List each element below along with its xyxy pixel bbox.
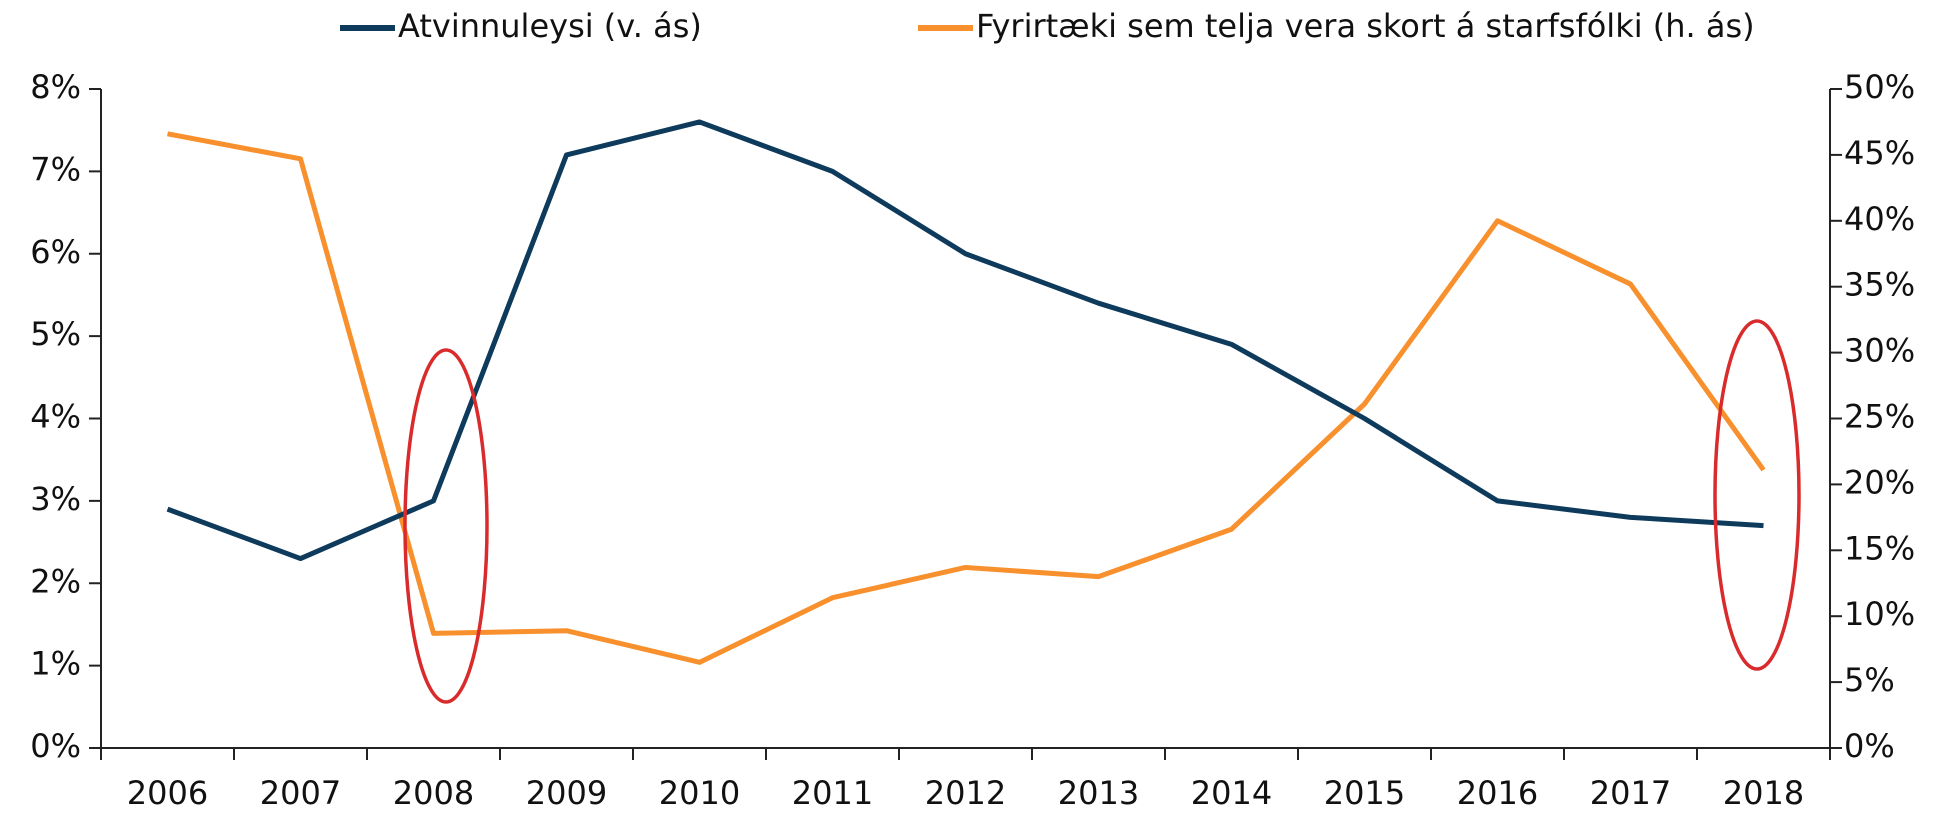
x-tick-label: 2016: [1457, 774, 1538, 812]
y-tick-label: 5%: [30, 315, 81, 353]
highlight-ellipse: [403, 348, 489, 704]
y2-tick-label: 15%: [1844, 529, 1915, 567]
x-tick-label: 2006: [127, 774, 208, 812]
legend-label: Atvinnuleysi (v. ás): [398, 7, 702, 45]
x-tick-label: 2009: [526, 774, 607, 812]
y2-tick-label: 20%: [1844, 463, 1915, 501]
y2-tick-label: 40%: [1844, 200, 1915, 238]
y-tick-label: 4%: [30, 398, 81, 436]
x-tick-label: 2013: [1058, 774, 1139, 812]
y2-tick-label: 0%: [1844, 727, 1895, 765]
y-tick-label: 8%: [30, 68, 81, 106]
legend-label: Fyrirtæki sem telja vera skort á starfsf…: [976, 7, 1755, 45]
y-tick-label: 0%: [30, 727, 81, 765]
y2-tick-label: 10%: [1844, 595, 1915, 633]
highlight-ellipse: [1713, 319, 1801, 671]
series-line: [166, 119, 1764, 562]
x-tick-label: 2010: [659, 774, 740, 812]
x-tick-label: 2007: [260, 774, 341, 812]
x-tick-label: 2012: [925, 774, 1006, 812]
x-tick-label: 2014: [1191, 774, 1272, 812]
y-tick-label: 7%: [30, 150, 81, 188]
y2-tick-label: 5%: [1844, 661, 1895, 699]
y2-tick-label: 45%: [1844, 134, 1915, 172]
y-tick-label: 3%: [30, 480, 81, 518]
x-tick-label: 2011: [792, 774, 873, 812]
y2-tick-label: 50%: [1844, 68, 1915, 106]
x-tick-label: 2015: [1324, 774, 1405, 812]
y2-tick-label: 30%: [1844, 332, 1915, 370]
y-tick-label: 1%: [30, 645, 81, 683]
y2-tick-label: 25%: [1844, 398, 1915, 436]
y-tick-label: 6%: [30, 233, 81, 271]
series-line: [167, 131, 1766, 665]
x-tick-label: 2008: [393, 774, 474, 812]
x-tick-label: 2018: [1723, 774, 1804, 812]
x-tick-label: 2017: [1590, 774, 1671, 812]
y2-tick-label: 35%: [1844, 266, 1915, 304]
y-tick-label: 2%: [30, 562, 81, 600]
